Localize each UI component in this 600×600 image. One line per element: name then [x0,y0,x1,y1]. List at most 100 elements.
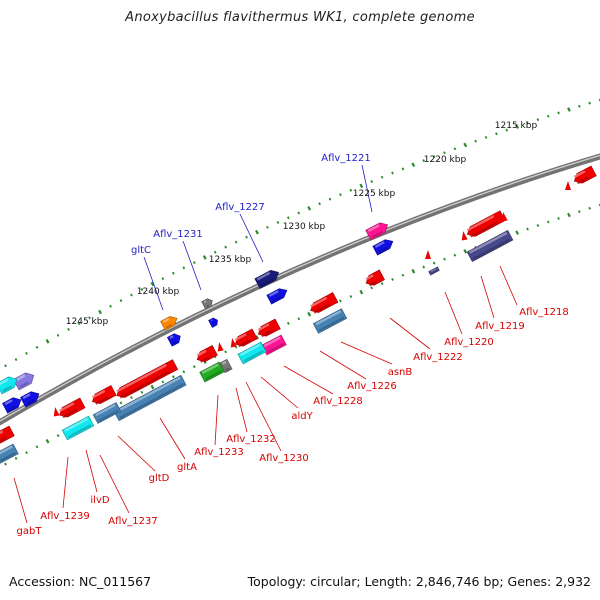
leader-line [389,317,431,350]
outer-tick [577,104,581,108]
leader-line [159,417,186,460]
outer-tick [453,147,457,151]
leader-line [13,477,28,524]
outer-tick [140,288,144,291]
accession-text: Accession: NC_011567 [9,574,152,589]
leader-line [182,240,202,291]
gene-gabt [0,425,15,445]
inner-tick [411,268,416,274]
leader-line [117,435,156,472]
outer-tick [14,358,18,362]
inner-tick [443,257,446,261]
leader-line [62,456,69,509]
leader-line [85,449,98,493]
gene-aflv-1227-b [266,288,288,305]
outer-tick [130,293,133,297]
inner-tick [130,396,133,400]
gene-left-c [2,397,22,414]
outer-tick [224,245,228,249]
gene-aflv-1239 [58,397,86,419]
inner-tick [224,350,228,354]
gene-aflv-1227 [254,270,279,289]
gene-glta [116,359,179,399]
inner-tick [526,227,529,231]
gene-aflv-1226 [310,292,339,314]
topology-text: Topology: circular; Length: 2,846,746 bp… [247,574,591,589]
ring-ticks [4,98,600,466]
inner-tick [14,456,18,460]
outer-tick [318,202,321,206]
inner-tick [119,401,123,405]
gene-label-glta: gltA [177,462,197,473]
gene-label-gltd: gltD [149,473,170,484]
outer-tick [380,175,384,179]
gene-label-aflv_1226: Aflv_1226 [347,381,397,392]
outer-tick [349,188,353,192]
label-leader-lines [13,164,518,524]
inner-tick [172,375,175,379]
inner-tick [56,434,60,438]
gene-aflv-1221-b [372,239,394,256]
outer-tick [588,101,592,105]
outer-tick [98,309,102,315]
outer-tick [255,229,259,235]
outer-tick [401,167,405,171]
gene-label-aldy: aldY [291,411,313,422]
outer-tick [88,316,91,320]
gene-features [0,165,597,465]
leader-line [319,350,367,380]
outer-tick [391,171,394,175]
scale-label: 1240 kbp [137,287,180,297]
outer-tick [432,155,436,159]
gene-left-b [0,376,18,395]
gene-gltc [160,316,178,331]
outer-tick [411,162,416,168]
gene-aflv-1233-b [219,358,233,374]
outer-tick [505,128,509,132]
outer-tick [67,327,70,331]
inner-tick [422,265,426,269]
gene-aflv-1239-tip [53,407,60,417]
outer-tick [161,277,165,281]
gene-label-aflv_1221: Aflv_1221 [321,153,371,164]
outer-tick [56,333,60,337]
scale-label: 1220 kbp [424,155,467,165]
outer-tick [35,345,39,349]
gene-aflv-1222 [428,266,440,276]
inner-tick [4,462,7,466]
outer-tick [202,255,207,260]
outer-tick [77,322,81,326]
gene-aflv-1218-tip [565,181,571,190]
gene-left-a [12,372,35,391]
gene-aflv-1231-b [208,317,218,328]
leader-line [260,376,299,409]
gene-gltd [113,374,187,422]
gene-aflv-1237 [91,385,117,405]
scale-label: 1215 kbp [495,121,538,131]
genome-backbone [0,153,600,426]
leader-line [239,213,264,263]
outer-tick [422,159,426,163]
gene-aldy [261,334,287,356]
gene-label-ilvd: ilvD [90,495,109,506]
gene-aflv-1230 [234,328,258,348]
outer-tick [45,339,50,344]
outer-tick [297,211,301,215]
scale-label: 1245 kbp [66,317,109,327]
inner-tick [359,289,364,295]
gene-label-aflv_1232: Aflv_1232 [226,434,276,445]
outer-tick [276,221,280,224]
inner-tick [161,380,165,384]
gene-aflv-1221 [365,222,389,241]
inner-tick [432,261,436,265]
bottom-gene-labels: Aflv_1218 Aflv_1219 Aflv_1220 Aflv_1222asnB… [17,307,569,537]
inner-tick [588,206,592,210]
outer-tick [370,180,374,183]
inner-tick [546,220,550,224]
outer-tick [172,271,175,275]
outer-tick [119,299,123,303]
outer-tick [443,151,446,155]
gene-label-aflv_1231: Aflv_1231 [153,229,203,240]
